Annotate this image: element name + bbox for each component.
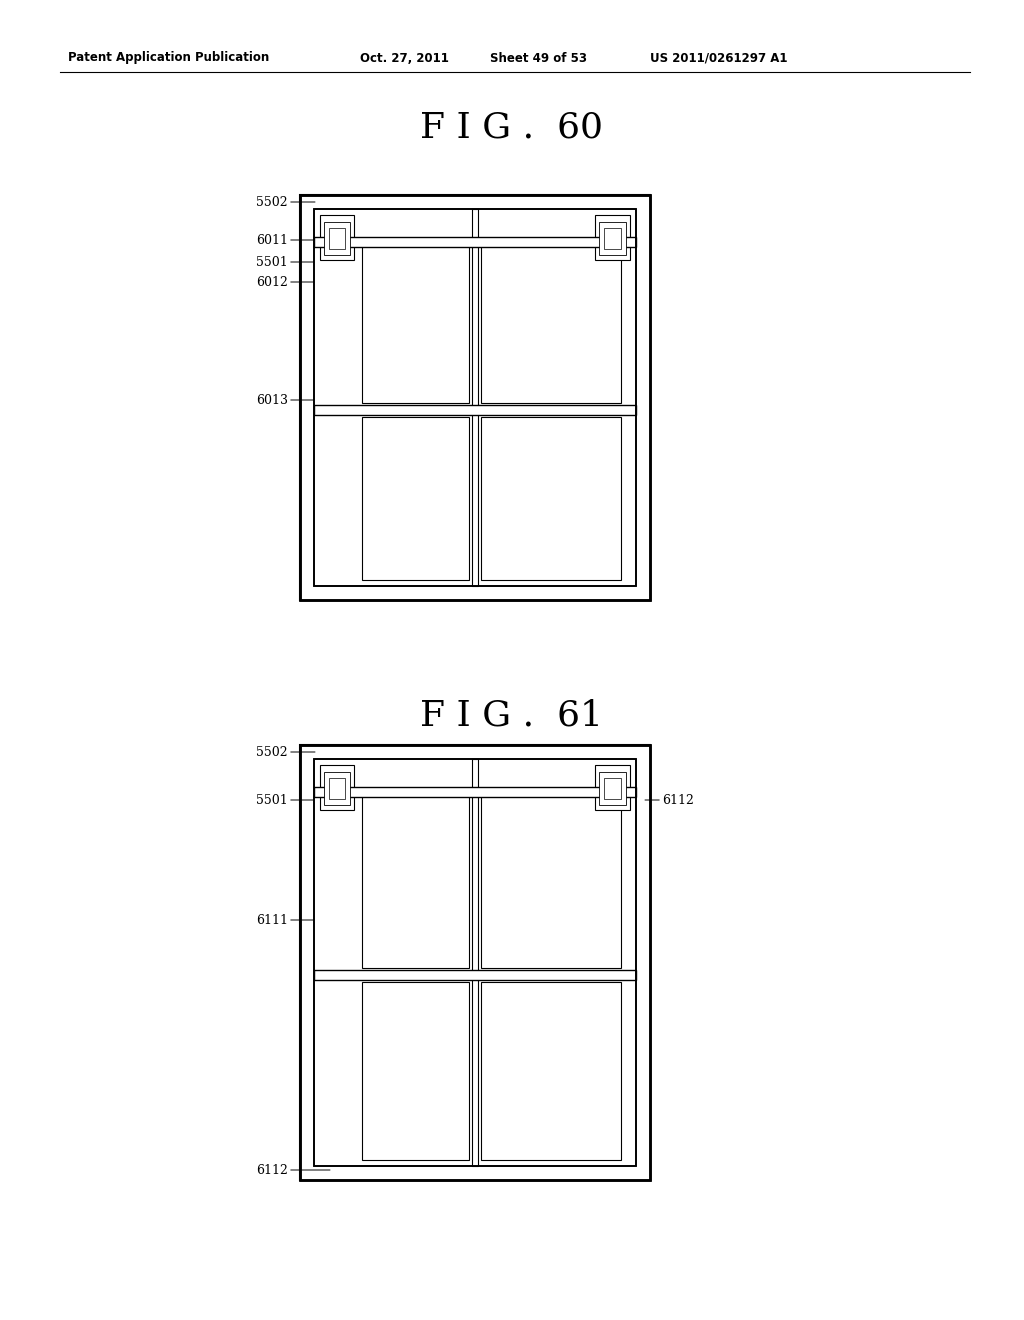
Text: F I G .  60: F I G . 60: [421, 110, 603, 144]
Bar: [595, 215, 630, 260]
Bar: [362, 244, 469, 403]
Bar: [481, 244, 621, 403]
Bar: [472, 759, 478, 1166]
Text: 6011: 6011: [256, 234, 340, 247]
Bar: [314, 759, 636, 1166]
Text: 5501: 5501: [256, 256, 325, 268]
Bar: [314, 970, 636, 979]
Bar: [314, 405, 636, 414]
Bar: [314, 209, 636, 586]
Bar: [314, 209, 636, 586]
Bar: [319, 215, 354, 260]
Bar: [300, 744, 650, 1180]
Bar: [314, 238, 636, 247]
Text: Sheet 49 of 53: Sheet 49 of 53: [490, 51, 587, 65]
Text: Oct. 27, 2011: Oct. 27, 2011: [360, 51, 449, 65]
Bar: [599, 222, 626, 255]
Bar: [636, 759, 650, 1166]
Bar: [362, 795, 469, 968]
Text: 5501: 5501: [256, 793, 325, 807]
Bar: [604, 777, 621, 799]
Bar: [300, 586, 650, 601]
Bar: [472, 209, 478, 586]
Bar: [300, 744, 650, 759]
Bar: [314, 209, 636, 586]
Bar: [300, 744, 650, 1180]
Bar: [329, 777, 345, 799]
Bar: [300, 209, 314, 586]
Bar: [324, 222, 350, 255]
Bar: [636, 209, 650, 586]
Text: 6112: 6112: [645, 793, 694, 807]
Bar: [604, 228, 621, 249]
Text: 6013: 6013: [256, 393, 330, 407]
Bar: [300, 759, 314, 1166]
Bar: [329, 228, 345, 249]
Bar: [314, 759, 636, 1166]
Bar: [300, 195, 650, 601]
Text: 6111: 6111: [256, 913, 330, 927]
Text: 6012: 6012: [256, 276, 315, 289]
Text: F I G .  61: F I G . 61: [421, 698, 603, 733]
Text: 5502: 5502: [256, 195, 315, 209]
Bar: [300, 195, 650, 209]
Bar: [362, 417, 469, 579]
Text: US 2011/0261297 A1: US 2011/0261297 A1: [650, 51, 787, 65]
Bar: [314, 759, 636, 1166]
Bar: [300, 195, 650, 601]
Bar: [300, 744, 650, 1180]
Bar: [595, 766, 630, 810]
Text: 6112: 6112: [256, 1163, 330, 1176]
Bar: [324, 772, 350, 805]
Bar: [599, 772, 626, 805]
Bar: [300, 195, 650, 601]
Text: Patent Application Publication: Patent Application Publication: [68, 51, 269, 65]
Bar: [319, 766, 354, 810]
Bar: [481, 795, 621, 968]
Bar: [314, 787, 636, 797]
Bar: [300, 1166, 650, 1180]
Text: 5502: 5502: [256, 746, 315, 759]
Bar: [481, 982, 621, 1160]
Bar: [481, 417, 621, 579]
Bar: [362, 982, 469, 1160]
